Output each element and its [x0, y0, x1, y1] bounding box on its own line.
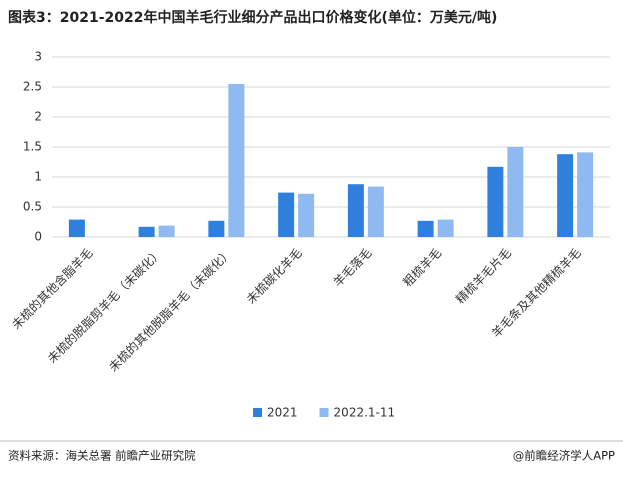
y-tick-label: 3 — [34, 50, 42, 64]
x-tick-label: 未梳的脱脂剪羊毛（未碳化） — [44, 245, 165, 366]
y-tick-label: 0 — [34, 230, 42, 244]
bar — [417, 220, 434, 237]
bar — [577, 152, 594, 237]
source: 资料来源：海关总署 前瞻产业研究院 — [8, 449, 196, 463]
bar — [228, 84, 245, 237]
bar — [68, 219, 85, 237]
bar — [138, 226, 155, 237]
y-tick-label: 0.5 — [23, 200, 42, 214]
y-tick-label: 2.5 — [23, 80, 42, 94]
bar — [298, 193, 315, 237]
x-tick-label: 未梳的其他脱脂羊毛（未碳化） — [106, 245, 235, 374]
chart-title: 图表3：2021-2022年中国羊毛行业细分产品出口价格变化(单位：万美元/吨) — [8, 9, 497, 26]
bar — [347, 184, 364, 237]
bar — [437, 219, 454, 237]
bar — [507, 147, 524, 237]
x-tick-label: 羊毛落毛 — [330, 245, 375, 290]
credit: @前瞻经济学人APP — [513, 449, 615, 463]
x-tick-label: 未梳碳化羊毛 — [243, 245, 305, 307]
legend-swatch — [319, 408, 329, 417]
y-tick-label: 2 — [34, 110, 42, 124]
bar — [367, 186, 384, 237]
y-tick-label: 1.5 — [23, 140, 42, 154]
bar — [158, 225, 175, 237]
x-tick-label: 粗梳羊毛 — [400, 245, 445, 290]
bar — [278, 192, 295, 237]
bar — [557, 154, 574, 237]
legend-label: 2021 — [267, 406, 298, 420]
legend-label: 2022.1-11 — [334, 406, 396, 420]
y-tick-label: 1 — [34, 170, 42, 184]
bar — [487, 166, 504, 237]
bar — [208, 220, 225, 237]
legend-swatch — [253, 408, 262, 417]
x-tick-label: 精梳羊毛片毛 — [452, 245, 514, 307]
